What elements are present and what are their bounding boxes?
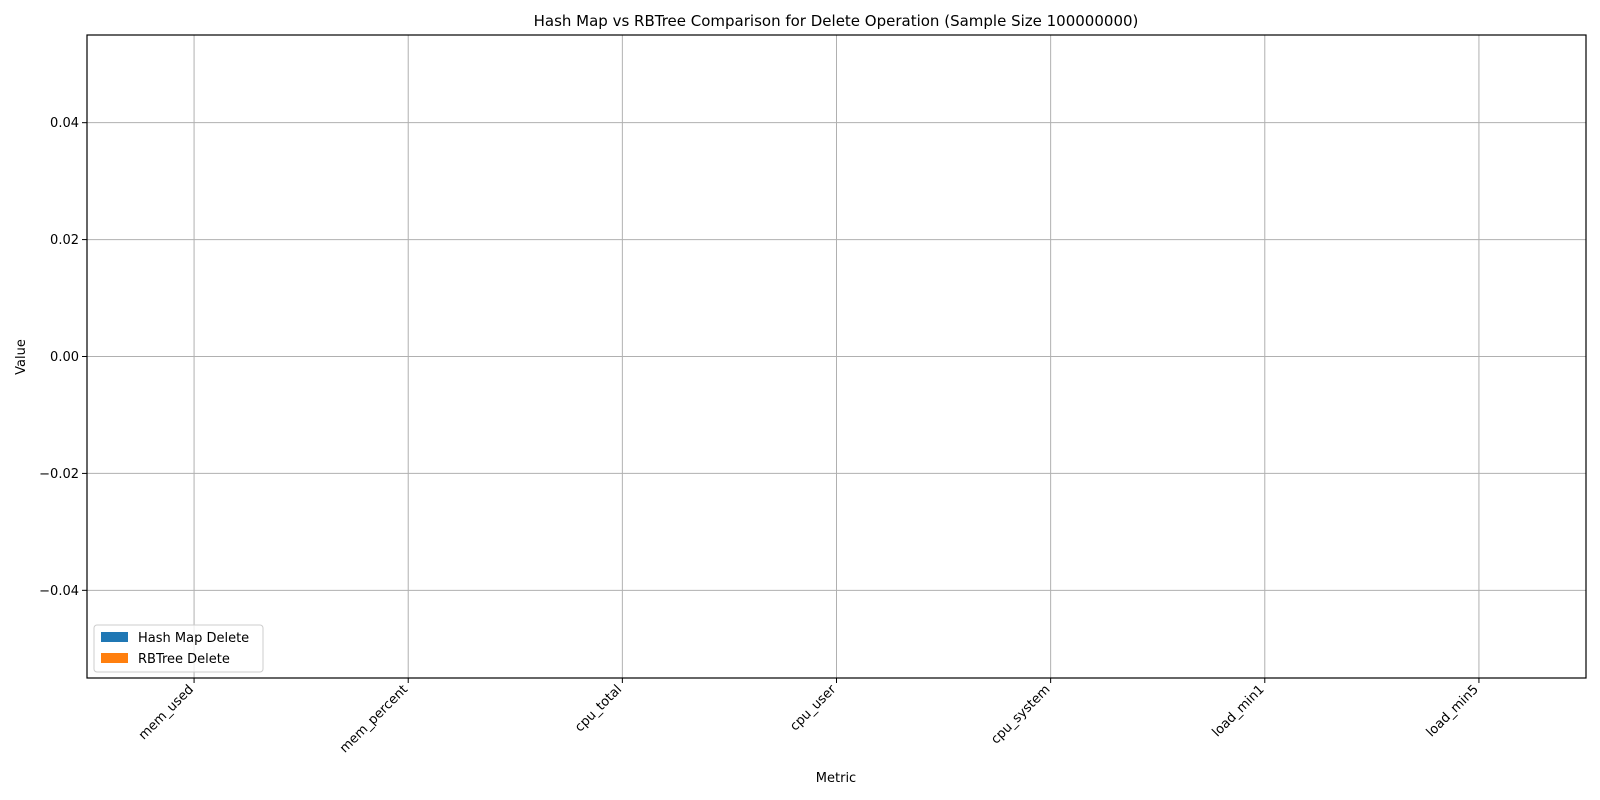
x-tick-label: cpu_user xyxy=(787,682,839,734)
x-axis-ticks: mem_used mem_percent cpu_total cpu_user cpu_… xyxy=(136,678,1482,756)
legend-swatch-rbtree xyxy=(101,653,128,663)
legend-swatch-hash-map xyxy=(101,632,128,642)
x-axis-label: Metric xyxy=(816,771,856,786)
legend-label-rbtree: RBTree Delete xyxy=(138,652,230,667)
x-tick-label: mem_percent xyxy=(337,682,411,756)
x-tick-label: mem_used xyxy=(136,682,197,743)
y-tick-label: −0.02 xyxy=(39,467,79,482)
y-axis-ticks: −0.04 −0.02 0.00 0.02 0.04 xyxy=(39,116,87,599)
x-tick-label: load_min5 xyxy=(1424,682,1482,740)
chart-title: Hash Map vs RBTree Comparison for Delete… xyxy=(534,12,1139,30)
y-axis-label: Value xyxy=(14,339,29,375)
x-tick-label: load_min1 xyxy=(1210,682,1268,740)
y-tick-label: 0.02 xyxy=(50,233,79,248)
x-tick-label: cpu_total xyxy=(572,682,625,735)
y-tick-label: 0.04 xyxy=(50,116,79,131)
y-tick-label: 0.00 xyxy=(50,350,79,365)
grid-layer xyxy=(87,35,1586,678)
legend-label-hash-map: Hash Map Delete xyxy=(138,631,249,646)
legend-box xyxy=(93,624,264,673)
x-tick-label: cpu_system xyxy=(988,682,1053,747)
y-tick-label: −0.04 xyxy=(39,584,79,599)
legend: Hash Map Delete RBTree Delete xyxy=(93,624,264,673)
